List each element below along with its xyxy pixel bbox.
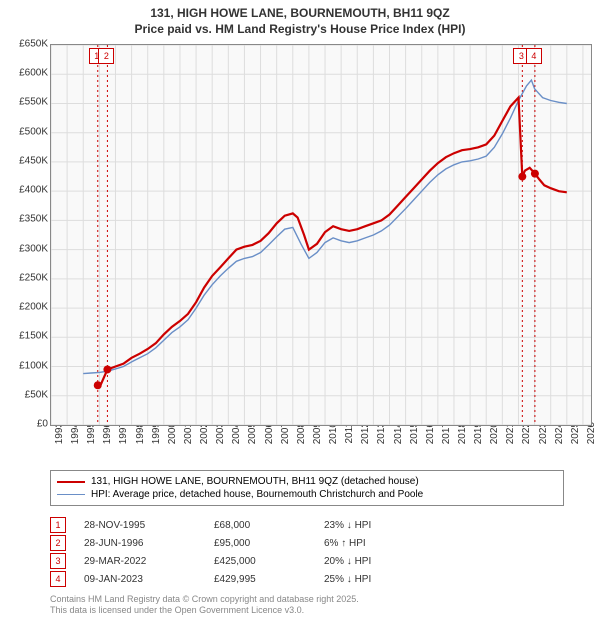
x-tick-label: 2014 [393,422,404,462]
y-tick-label: £100K [19,360,48,371]
transaction-row: 2 28-JUN-1996£95,0006% ↑ HPI [50,534,424,552]
x-tick-label: 2004 [231,422,242,462]
title-line-1: 131, HIGH HOWE LANE, BOURNEMOUTH, BH11 9… [0,6,600,22]
y-tick-label: £650K [19,39,48,50]
legend: 131, HIGH HOWE LANE, BOURNEMOUTH, BH11 9… [50,470,564,506]
transaction-number: 2 [50,535,66,551]
marker-label: 4 [526,48,542,64]
x-tick-label: 2007 [280,422,291,462]
x-tick-label: 2008 [296,422,307,462]
transaction-price: £68,000 [214,520,324,531]
transaction-diff: 25% ↓ HPI [324,574,424,585]
x-tick-label: 2019 [473,422,484,462]
y-tick-label: £600K [19,68,48,79]
x-tick-label: 1997 [118,422,129,462]
title-line-2: Price paid vs. HM Land Registry's House … [0,22,600,38]
x-tick-label: 2002 [199,422,210,462]
transaction-price: £425,000 [214,556,324,567]
plot-area [50,44,592,426]
x-tick-label: 2011 [344,422,355,462]
x-tick-label: 2023 [538,422,549,462]
x-tick-label: 2009 [312,422,323,462]
y-tick-label: £0 [37,419,48,430]
legend-row-1: 131, HIGH HOWE LANE, BOURNEMOUTH, BH11 9… [57,475,557,488]
transaction-row: 1 28-NOV-1995£68,00023% ↓ HPI [50,516,424,534]
x-tick-label: 2015 [409,422,420,462]
transactions-table: 1 28-NOV-1995£68,00023% ↓ HPI 2 28-JUN-1996… [50,516,424,588]
y-tick-label: £500K [19,126,48,137]
x-tick-label: 1994 [70,422,81,462]
transaction-date: 29-MAR-2022 [84,556,214,567]
x-tick-label: 1993 [54,422,65,462]
x-tick-label: 2026 [586,422,597,462]
x-tick-label: 1999 [151,422,162,462]
transaction-date: 28-NOV-1995 [84,520,214,531]
transaction-price: £429,995 [214,574,324,585]
y-tick-label: £300K [19,243,48,254]
chart-container: 131, HIGH HOWE LANE, BOURNEMOUTH, BH11 9… [0,0,600,620]
transaction-diff: 6% ↑ HPI [324,538,424,549]
x-tick-label: 2017 [441,422,452,462]
x-tick-label: 2021 [505,422,516,462]
transaction-number: 1 [50,517,66,533]
transaction-number: 3 [50,553,66,569]
attribution-line-2: This data is licensed under the Open Gov… [50,605,359,616]
transaction-row: 4 09-JAN-2023£429,99525% ↓ HPI [50,570,424,588]
y-tick-label: £450K [19,155,48,166]
legend-label-1: 131, HIGH HOWE LANE, BOURNEMOUTH, BH11 9… [91,476,419,487]
x-tick-label: 2006 [264,422,275,462]
transaction-diff: 20% ↓ HPI [324,556,424,567]
x-tick-label: 1996 [102,422,113,462]
x-tick-label: 1998 [135,422,146,462]
legend-row-2: HPI: Average price, detached house, Bour… [57,488,557,501]
transaction-row: 3 29-MAR-2022£425,00020% ↓ HPI [50,552,424,570]
x-tick-label: 2005 [247,422,258,462]
transaction-diff: 23% ↓ HPI [324,520,424,531]
y-tick-label: £200K [19,302,48,313]
attribution: Contains HM Land Registry data © Crown c… [50,594,359,616]
chart-title: 131, HIGH HOWE LANE, BOURNEMOUTH, BH11 9… [0,0,600,37]
y-tick-label: £150K [19,331,48,342]
transaction-date: 28-JUN-1996 [84,538,214,549]
y-tick-label: £550K [19,97,48,108]
legend-swatch-2 [57,494,85,495]
y-tick-label: £50K [25,389,48,400]
legend-swatch-1 [57,481,85,483]
marker-label: 2 [98,48,114,64]
y-tick-label: £400K [19,185,48,196]
y-tick-label: £250K [19,272,48,283]
x-tick-label: 2013 [376,422,387,462]
transaction-number: 4 [50,571,66,587]
x-tick-label: 2018 [457,422,468,462]
transaction-date: 09-JAN-2023 [84,574,214,585]
x-tick-label: 2000 [167,422,178,462]
transaction-price: £95,000 [214,538,324,549]
x-tick-label: 2012 [360,422,371,462]
x-tick-label: 2020 [489,422,500,462]
attribution-line-1: Contains HM Land Registry data © Crown c… [50,594,359,605]
x-tick-label: 2010 [328,422,339,462]
x-tick-label: 2016 [425,422,436,462]
chart-svg [51,45,591,425]
x-tick-label: 2024 [554,422,565,462]
legend-label-2: HPI: Average price, detached house, Bour… [91,489,423,500]
x-tick-label: 2025 [570,422,581,462]
x-tick-label: 2003 [215,422,226,462]
x-tick-label: 2022 [521,422,532,462]
y-tick-label: £350K [19,214,48,225]
x-tick-label: 1995 [86,422,97,462]
x-tick-label: 2001 [183,422,194,462]
